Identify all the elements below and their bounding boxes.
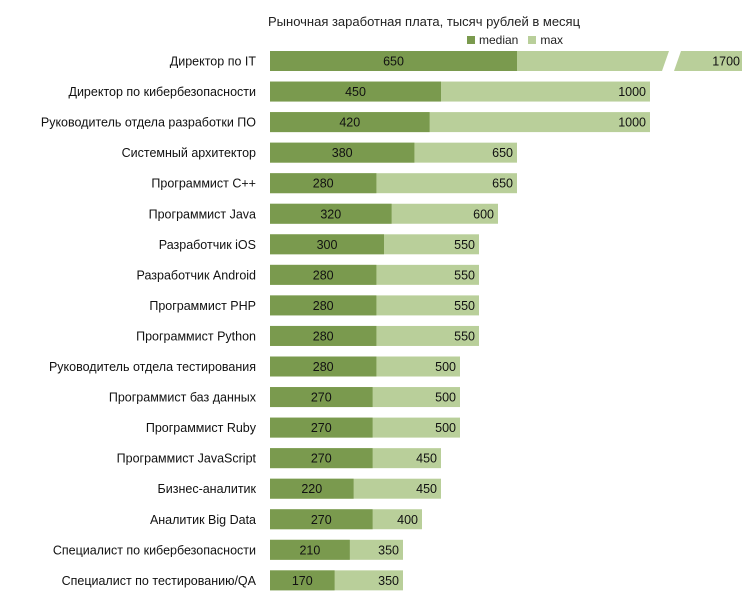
data-label-max: 650	[492, 177, 513, 191]
bar-median	[270, 387, 373, 408]
bar-median	[270, 112, 430, 133]
legend: median max	[467, 33, 573, 47]
data-label-max: 400	[397, 513, 418, 527]
category-label: Программист баз данных	[109, 391, 257, 405]
legend-item-max: max	[528, 33, 563, 47]
data-label-max: 550	[454, 238, 475, 252]
bar-median	[270, 509, 373, 530]
bar-median	[270, 356, 377, 377]
category-label: Разработчик iOS	[159, 238, 256, 252]
category-label: Разработчик Android	[137, 268, 257, 282]
bar-median	[270, 417, 373, 438]
data-label-max: 1000	[618, 85, 646, 99]
category-label: Руководитель отдела тестирования	[49, 360, 256, 374]
category-label: Директор по кибербезопасности	[68, 85, 256, 99]
data-label-median: 320	[320, 207, 341, 221]
bar-median	[270, 142, 415, 163]
category-label: Бизнес-аналитик	[158, 482, 257, 496]
category-label: Руководитель отдела разработки ПО	[41, 116, 256, 130]
data-label-median: 280	[313, 360, 334, 374]
bar-median	[270, 234, 384, 255]
data-label-median: 220	[301, 482, 322, 496]
data-label-median: 280	[313, 268, 334, 282]
data-label-max: 650	[492, 146, 513, 160]
bar-median	[270, 478, 354, 499]
data-label-median: 280	[313, 299, 334, 313]
category-label: Программист PHP	[149, 299, 256, 313]
data-label-max: 350	[378, 574, 399, 588]
bar-median	[270, 325, 377, 346]
category-label: Системный архитектор	[122, 146, 256, 160]
category-label: Программист JavaScript	[117, 452, 257, 466]
category-label: Программист Python	[136, 329, 256, 343]
bar-median	[270, 51, 517, 71]
data-label-max: 550	[454, 329, 475, 343]
data-label-median: 280	[313, 177, 334, 191]
data-label-median: 380	[332, 146, 353, 160]
data-label-median: 170	[292, 574, 313, 588]
legend-item-median: median	[467, 33, 518, 47]
data-label-median: 650	[383, 55, 404, 69]
data-label-max: 500	[435, 421, 456, 435]
data-label-median: 450	[345, 85, 366, 99]
legend-swatch-max	[528, 36, 537, 44]
data-label-max: 550	[454, 299, 475, 313]
category-label: Аналитик Big Data	[150, 513, 256, 527]
bar-median	[270, 81, 441, 102]
bar-median	[270, 203, 392, 224]
data-label-max: 1700	[712, 55, 740, 69]
data-label-median: 300	[317, 238, 338, 252]
data-label-median: 270	[311, 452, 332, 466]
category-label: Специалист по тестированию/QA	[62, 574, 257, 588]
data-label-max: 350	[378, 543, 399, 557]
bar-max-break-segment	[672, 51, 742, 71]
axis-break-gap	[662, 51, 681, 71]
data-label-max: 500	[435, 360, 456, 374]
data-label-max: 450	[416, 482, 437, 496]
category-label: Программист C++	[151, 177, 256, 191]
data-label-median: 210	[299, 543, 320, 557]
bar-median	[270, 448, 373, 469]
data-label-max: 1000	[618, 116, 646, 130]
legend-label-max: max	[540, 33, 564, 47]
data-label-median: 270	[311, 391, 332, 405]
data-label-median: 280	[313, 329, 334, 343]
chart-title: Рыночная заработная плата, тысяч рублей …	[268, 14, 581, 29]
category-label: Специалист по кибербезопасности	[53, 543, 256, 557]
data-label-max: 450	[416, 452, 437, 466]
bar-median	[270, 173, 377, 194]
data-label-median: 270	[311, 513, 332, 527]
data-label-max: 600	[473, 207, 494, 221]
legend-label-median: median	[479, 33, 519, 47]
category-label: Директор по IT	[170, 55, 257, 69]
bar-median	[270, 539, 350, 560]
data-label-max: 500	[435, 391, 456, 405]
bar-median	[270, 570, 335, 591]
data-label-median: 270	[311, 421, 332, 435]
bar-median	[270, 264, 377, 285]
bar-median	[270, 295, 377, 316]
data-label-max: 550	[454, 268, 475, 282]
category-label: Программист Ruby	[146, 421, 257, 435]
legend-swatch-median	[467, 36, 475, 44]
data-label-median: 420	[339, 116, 360, 130]
category-label: Программист Java	[149, 207, 256, 221]
